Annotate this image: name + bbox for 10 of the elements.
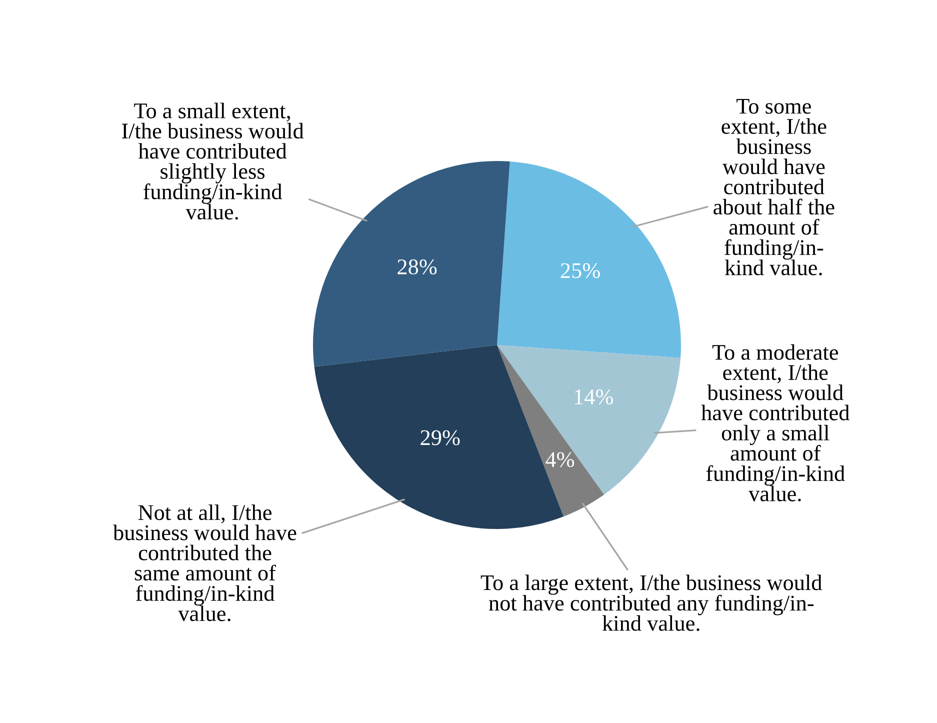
slice-label: To a moderate extent, I/the business would have contributed only a small amount of funding/in-kind value. bbox=[701, 344, 850, 502]
data-label: 28% bbox=[398, 259, 437, 274]
slice-label: To a large extent, I/the business would not have contributed any funding/in- kind value. bbox=[480, 574, 822, 631]
data-label: 14% bbox=[574, 389, 613, 404]
data-label: 29% bbox=[420, 430, 460, 446]
category-label: To some extent, I/the business would have contributed about half the amount of funding/in- kind value. bbox=[714, 99, 834, 276]
slice-label: Not at all, I/the business would have contributed the same amount of funding/in-kind value. bbox=[113, 504, 296, 622]
slice-label: To a small extent, I/the business would have contributed slightly less funding/in-kind value. bbox=[122, 102, 304, 220]
data-label: 25% bbox=[560, 263, 600, 278]
data-label: 4% bbox=[546, 452, 574, 468]
